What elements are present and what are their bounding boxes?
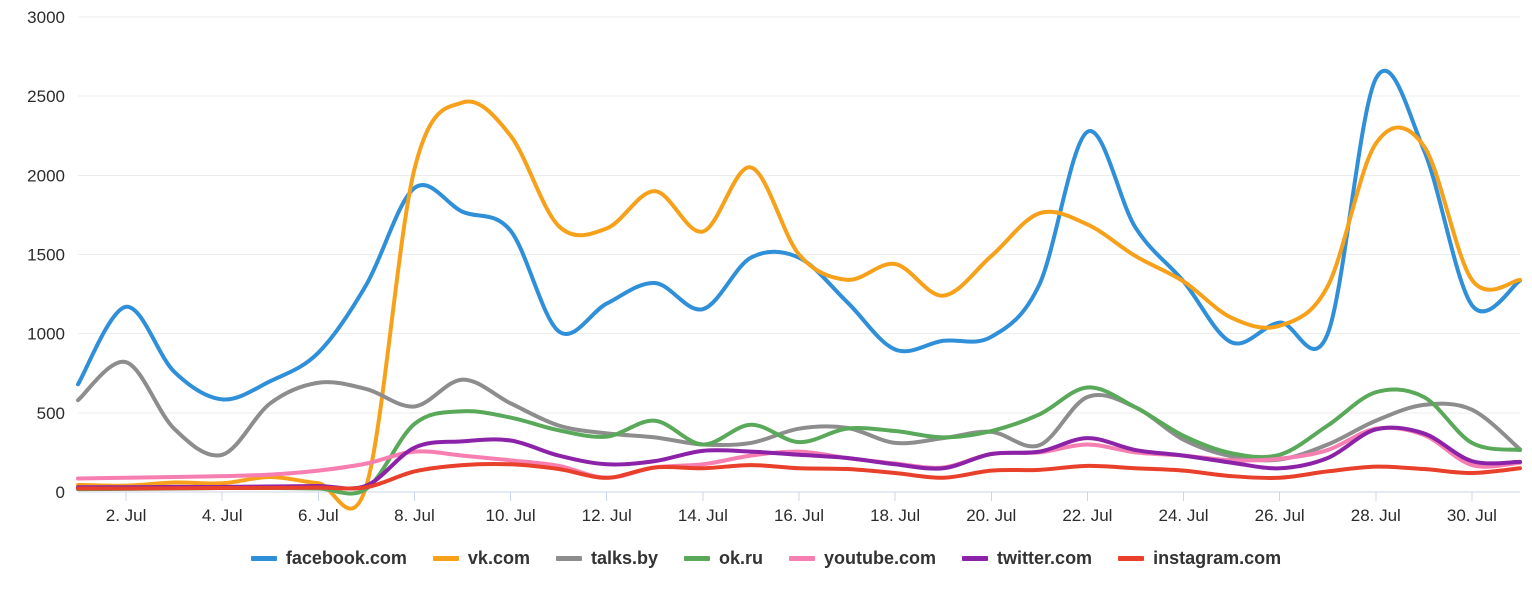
series-line-talks-by[interactable] [76, 360, 1522, 463]
x-axis-tick-label: 12. Jul [582, 506, 632, 525]
x-axis-tick-label: 20. Jul [966, 506, 1016, 525]
series-line-facebook-com[interactable] [76, 68, 1522, 402]
legend-swatch-icon [962, 556, 989, 561]
x-axis-tick-label: 22. Jul [1062, 506, 1112, 525]
x-axis-tick-label: 26. Jul [1255, 506, 1305, 525]
legend-item-label: ok.ru [719, 548, 764, 568]
x-axis-tick-label: 2. Jul [106, 506, 147, 525]
legend-item-label: youtube.com [824, 548, 937, 568]
legend-swatch-icon [432, 556, 459, 561]
y-axis-tick-labels: 0 500 1000 1500 2000 2500 3000 [27, 8, 65, 502]
chart-legend: facebook.com vk.com talks.by ok.ru youtube.c… [0, 548, 1532, 569]
x-axis-tick-label: 14. Jul [678, 506, 728, 525]
series-line-instagram-com[interactable] [76, 461, 1522, 491]
legend-swatch-icon [789, 556, 816, 561]
legend-item-label: facebook.com [285, 548, 407, 568]
legend-swatch-icon [555, 556, 582, 561]
x-axis-tick-label: 30. Jul [1447, 506, 1497, 525]
series-line-vk-com[interactable] [76, 99, 1522, 511]
legend-item-label: talks.by [590, 548, 659, 568]
legend-item-ok-ru[interactable]: ok.ru [684, 548, 763, 569]
series-line-youtube-com[interactable] [76, 425, 1522, 481]
chart-plot-area: 0 500 1000 1500 2000 2500 3000 2. Jul 4. Jul 6. … [27, 8, 1522, 525]
y-axis-tick-label: 2000 [27, 166, 65, 185]
legend-item-talks-by[interactable]: talks.by [555, 548, 659, 569]
legend-item-label: twitter.com [997, 548, 1093, 568]
data-series-group [76, 68, 1522, 511]
legend-item-instagram-com[interactable]: instagram.com [1118, 548, 1281, 569]
x-axis-tick-label: 8. Jul [394, 506, 435, 525]
legend-item-vk-com[interactable]: vk.com [432, 548, 530, 569]
legend-item-label: vk.com [467, 548, 530, 568]
x-axis-tick-label: 16. Jul [774, 506, 824, 525]
legend-item-label: instagram.com [1153, 548, 1282, 568]
legend-item-twitter-com[interactable]: twitter.com [962, 548, 1092, 569]
x-axis-tick-labels: 2. Jul 4. Jul 6. Jul 8. Jul 10. Jul 12. Jul 14… [106, 492, 1497, 525]
y-axis-tick-label: 1000 [27, 325, 65, 344]
legend-item-youtube-com[interactable]: youtube.com [789, 548, 936, 569]
x-axis-tick-label: 4. Jul [202, 506, 243, 525]
y-axis-tick-label: 0 [56, 483, 65, 502]
y-axis-tick-label: 500 [37, 404, 65, 423]
x-axis-tick-label: 18. Jul [870, 506, 920, 525]
x-axis-tick-label: 24. Jul [1158, 506, 1208, 525]
legend-item-facebook-com[interactable]: facebook.com [250, 548, 407, 569]
y-axis-tick-label: 3000 [27, 8, 65, 27]
legend-swatch-icon [684, 556, 711, 561]
x-axis-tick-label: 10. Jul [486, 506, 536, 525]
y-axis-tick-label: 2500 [27, 87, 65, 106]
x-axis-tick-label: 28. Jul [1351, 506, 1401, 525]
y-axis-tick-label: 1500 [27, 246, 65, 265]
legend-swatch-icon [1118, 556, 1145, 561]
x-axis-tick-label: 6. Jul [298, 506, 339, 525]
legend-swatch-icon [250, 556, 277, 561]
